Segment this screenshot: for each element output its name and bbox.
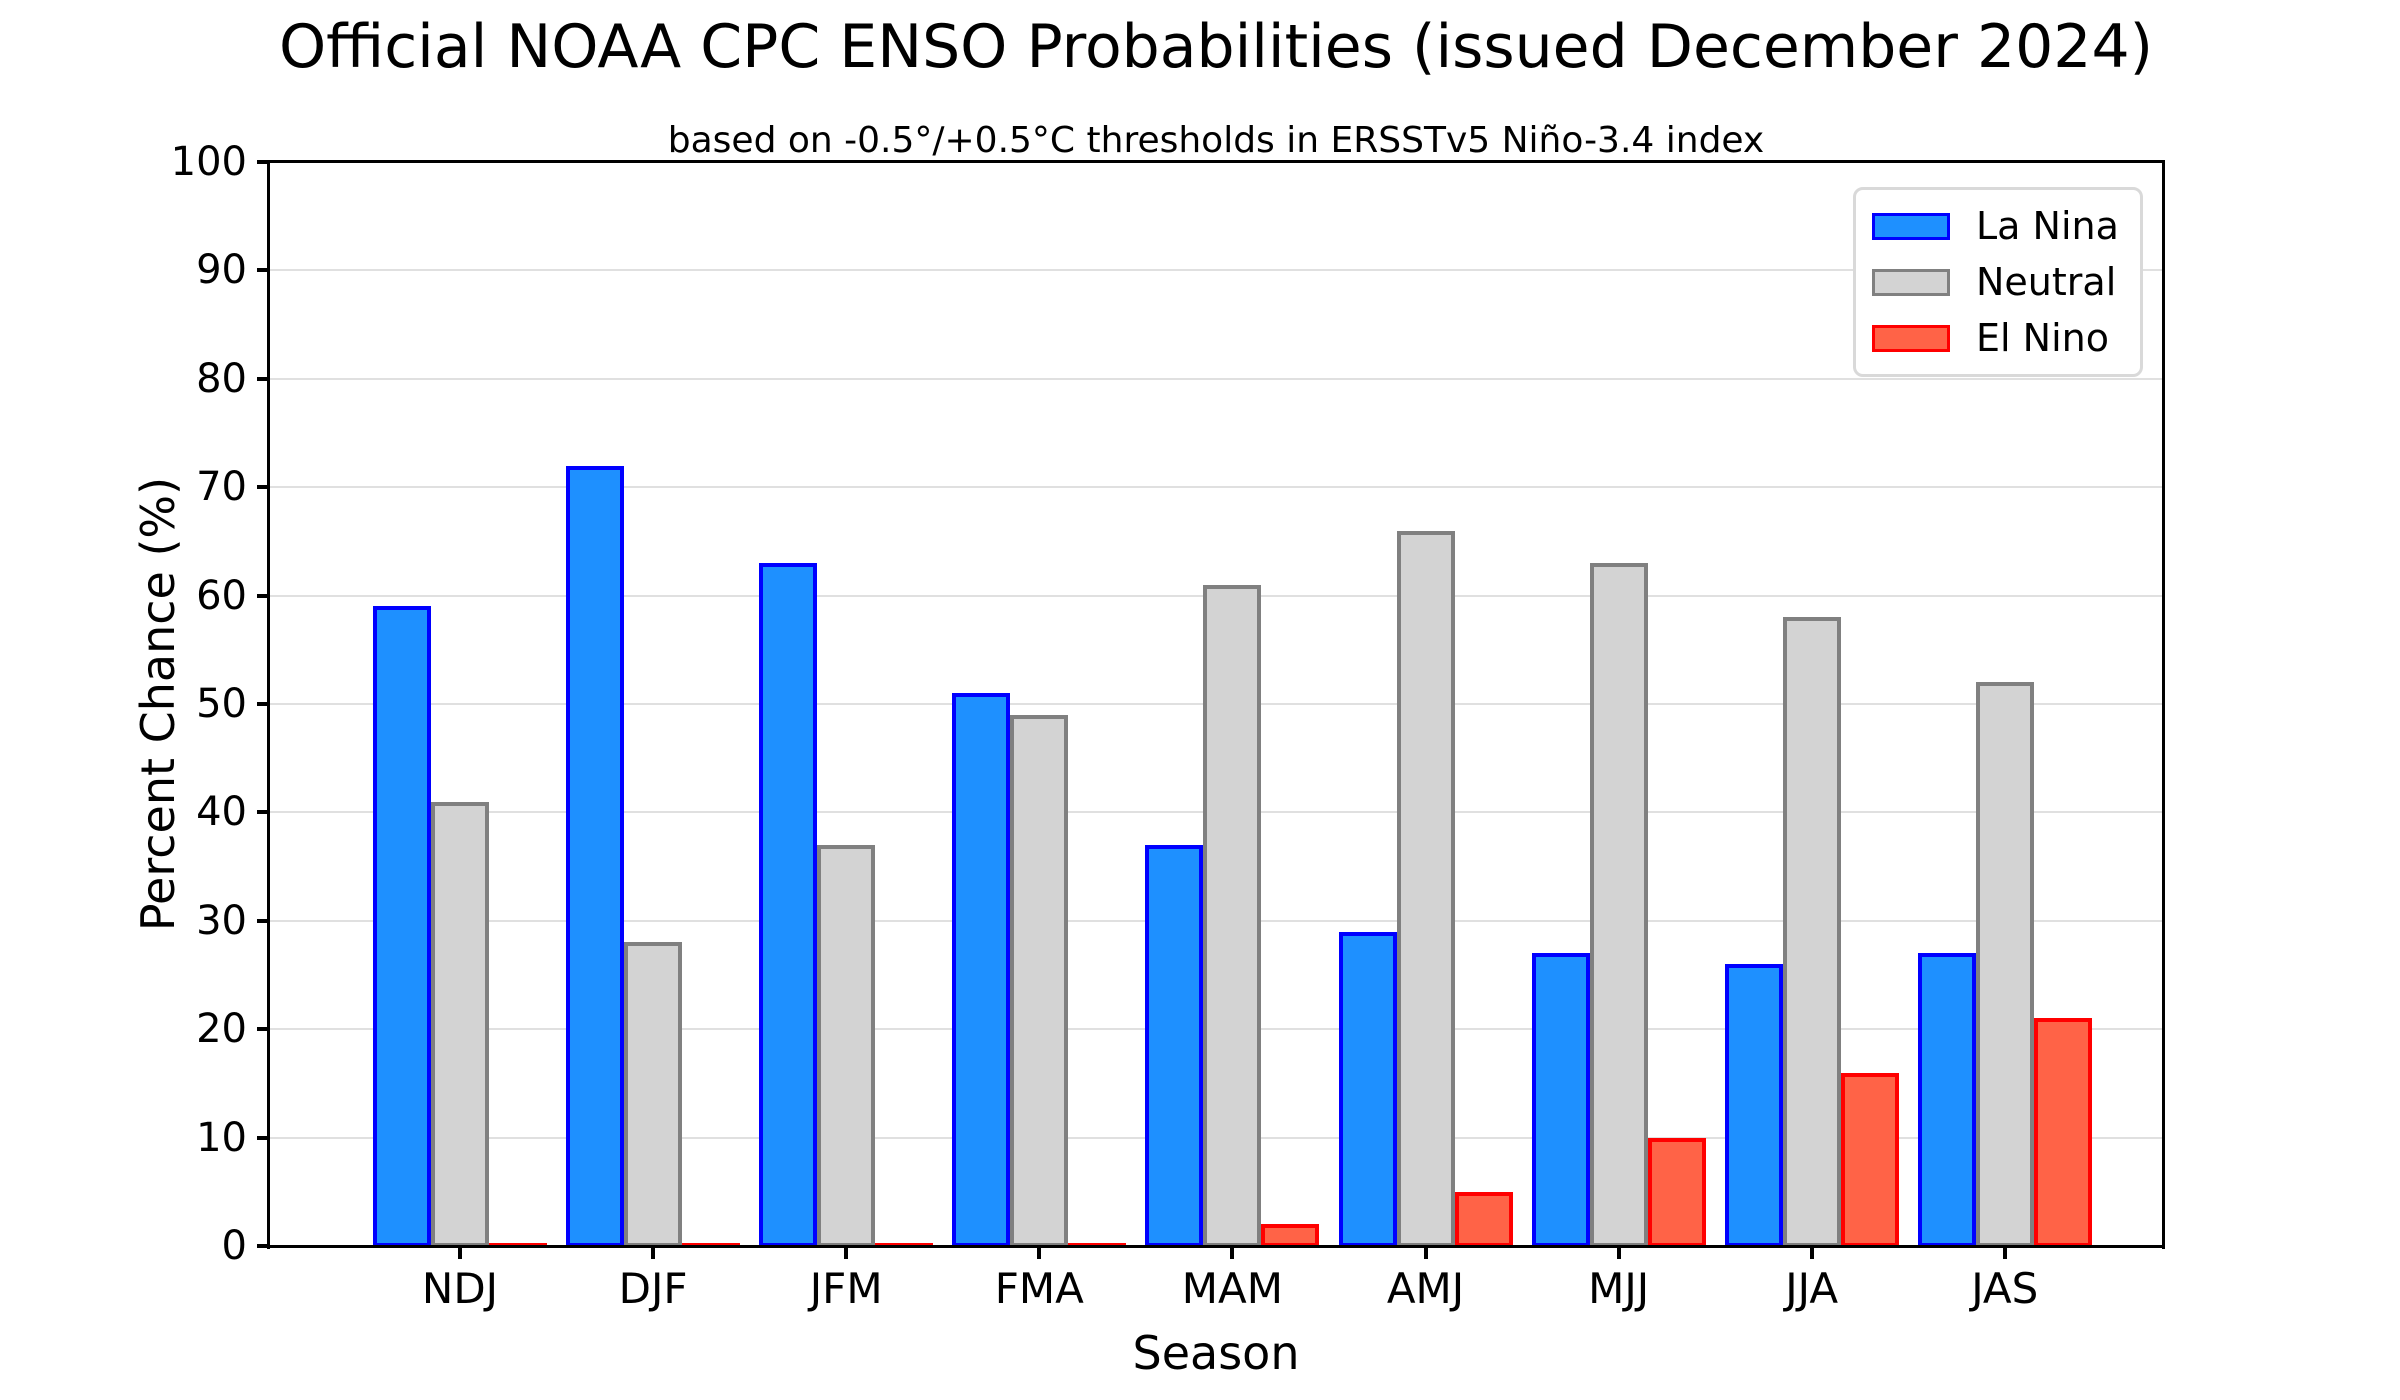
legend-swatch-el-nino xyxy=(1872,324,1950,352)
y-tick-label-90: 90 xyxy=(196,247,247,294)
legend-swatch-neutral xyxy=(1872,268,1950,296)
y-tick-30 xyxy=(257,918,270,923)
x-tick-jas xyxy=(2002,1246,2007,1259)
top-spine xyxy=(267,160,2165,163)
bar-el-nino-jja xyxy=(1840,1072,1899,1247)
bar-el-nino-fma xyxy=(1068,1243,1127,1246)
bar-neutral-jas xyxy=(1975,682,2034,1247)
bar-el-nino-djf xyxy=(682,1243,741,1246)
x-tick-mam xyxy=(1230,1246,1235,1259)
legend-item-la-nina: La Nina xyxy=(1872,206,2122,246)
bar-la-nina-djf xyxy=(566,465,625,1247)
x-tick-label-jja: JJA xyxy=(1785,1264,1839,1313)
y-tick-label-0: 0 xyxy=(221,1223,247,1269)
y-tick-40 xyxy=(257,810,270,815)
y-tick-label-20: 20 xyxy=(196,1006,247,1053)
bar-la-nina-fma xyxy=(952,693,1011,1247)
bar-la-nina-mam xyxy=(1145,844,1204,1247)
y-tick-label-70: 70 xyxy=(196,464,247,511)
y-tick-80 xyxy=(257,376,270,381)
bar-el-nino-jfm xyxy=(875,1243,934,1246)
bar-la-nina-jja xyxy=(1724,964,1783,1247)
x-tick-label-mjj: MJJ xyxy=(1588,1264,1650,1313)
bar-el-nino-amj xyxy=(1454,1191,1513,1247)
bar-el-nino-mjj xyxy=(1647,1137,1706,1247)
y-tick-10 xyxy=(257,1135,270,1140)
x-tick-label-jas: JAS xyxy=(1971,1264,2039,1313)
y-tick-100 xyxy=(257,160,270,164)
bar-el-nino-jas xyxy=(2033,1018,2092,1247)
bar-el-nino-ndj xyxy=(489,1243,547,1246)
y-tick-label-80: 80 xyxy=(196,355,247,402)
bar-la-nina-amj xyxy=(1338,931,1397,1247)
y-tick-label-40: 40 xyxy=(196,789,247,836)
x-tick-jja xyxy=(1809,1246,1814,1259)
y-tick-label-30: 30 xyxy=(196,897,247,944)
bar-neutral-jfm xyxy=(817,844,876,1247)
x-tick-label-ndj: NDJ xyxy=(421,1264,499,1313)
legend-item-el-nino: El Nino xyxy=(1872,318,2122,358)
x-tick-label-amj: AMJ xyxy=(1386,1264,1465,1313)
x-tick-label-djf: DJF xyxy=(618,1264,688,1313)
bar-neutral-ndj xyxy=(431,801,489,1247)
gridline-90 xyxy=(270,269,2162,272)
legend-item-neutral: Neutral xyxy=(1872,262,2122,302)
chart-title: Official NOAA CPC ENSO Probabilities (is… xyxy=(278,12,2154,82)
y-tick-90 xyxy=(257,268,270,273)
x-tick-ndj xyxy=(458,1246,462,1259)
bar-la-nina-ndj xyxy=(373,606,431,1247)
x-tick-label-fma: FMA xyxy=(994,1264,1084,1313)
y-tick-0 xyxy=(257,1244,270,1248)
gridline-80 xyxy=(270,377,2162,380)
x-tick-fma xyxy=(1037,1246,1042,1259)
right-spine xyxy=(2162,160,2165,1249)
bar-neutral-jja xyxy=(1782,617,1841,1247)
y-tick-60 xyxy=(257,593,270,598)
legend-label-neutral: Neutral xyxy=(1976,260,2117,304)
y-tick-label-100: 100 xyxy=(170,139,247,185)
y-tick-label-60: 60 xyxy=(196,572,247,619)
x-tick-djf xyxy=(651,1246,656,1259)
x-axis-spine xyxy=(267,1245,2165,1248)
y-tick-70 xyxy=(257,485,270,490)
bar-neutral-fma xyxy=(1010,714,1069,1247)
gridline-70 xyxy=(270,486,2162,489)
legend-label-la-nina: La Nina xyxy=(1976,204,2119,248)
bar-neutral-mjj xyxy=(1589,563,1648,1247)
chart-subtitle: based on -0.5°/+0.5°C thresholds in ERSS… xyxy=(667,120,1765,161)
y-tick-label-50: 50 xyxy=(196,681,247,727)
y-tick-20 xyxy=(257,1027,270,1032)
bar-la-nina-mjj xyxy=(1531,953,1590,1247)
bar-la-nina-jfm xyxy=(759,563,818,1247)
bar-el-nino-mam xyxy=(1261,1224,1320,1247)
x-tick-label-jfm: JFM xyxy=(809,1264,883,1313)
plot-area xyxy=(270,162,2162,1247)
x-tick-jfm xyxy=(844,1246,849,1259)
bar-neutral-amj xyxy=(1396,530,1455,1247)
y-tick-label-10: 10 xyxy=(196,1114,247,1161)
x-tick-label-mam: MAM xyxy=(1181,1264,1283,1313)
legend-label-el-nino: El Nino xyxy=(1976,316,2109,360)
y-tick-50 xyxy=(257,702,270,706)
x-axis-title: Season xyxy=(1132,1326,1300,1380)
legend: La Nina Neutral El Nino xyxy=(1853,187,2143,377)
bar-neutral-djf xyxy=(624,942,683,1247)
x-tick-amj xyxy=(1423,1246,1428,1259)
bar-la-nina-jas xyxy=(1917,953,1976,1247)
legend-swatch-la-nina xyxy=(1872,212,1950,240)
x-tick-mjj xyxy=(1616,1246,1621,1259)
bar-neutral-mam xyxy=(1203,584,1262,1247)
